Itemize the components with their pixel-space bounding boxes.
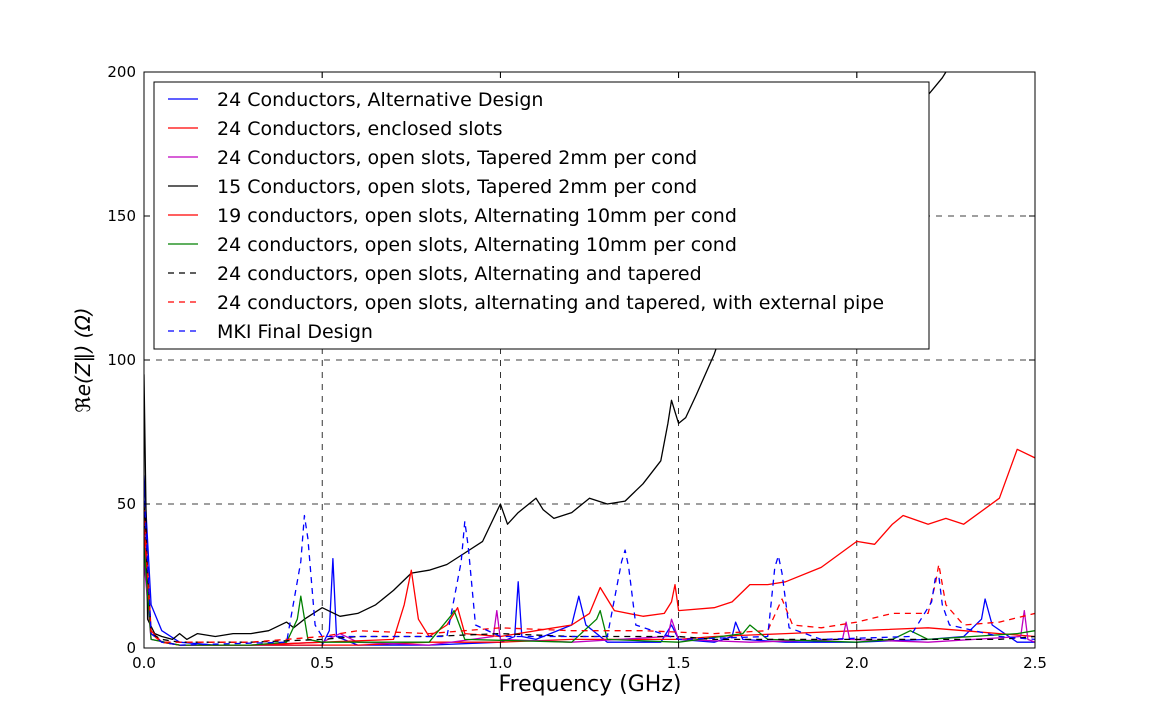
legend-label: 24 Conductors, enclosed slots	[217, 118, 502, 140]
legend-label: 24 conductors, open slots, Alternating a…	[217, 263, 702, 285]
axis-ticks: 0.0 0.5 1.0 1.5 2.0 2.5 0 50 100 150 200	[107, 63, 1047, 672]
legend-label: 24 conductors, open slots, alternating a…	[217, 292, 884, 314]
y-tick-label: 100	[107, 351, 136, 369]
legend-label: 24 Conductors, Alternative Design	[217, 89, 543, 111]
x-tick-label: 1.5	[667, 654, 691, 672]
legend-box	[153, 81, 930, 350]
y-tick-label: 200	[107, 63, 136, 81]
legend-label: 24 Conductors, open slots, Tapered 2mm p…	[217, 147, 697, 169]
legend-label: 19 conductors, open slots, Alternating 1…	[217, 205, 737, 227]
x-axis-label: Frequency (GHz)	[499, 672, 682, 697]
legend-label: MKI Final Design	[217, 321, 373, 343]
series-line-6	[144, 547, 1035, 646]
x-tick-label: 0.5	[310, 654, 334, 672]
y-tick-label: 0	[126, 639, 136, 657]
legend: 24 Conductors, Alternative Design 24 Cond…	[153, 81, 930, 350]
x-tick-label: 2.0	[845, 654, 869, 672]
x-tick-label: 2.5	[1023, 654, 1047, 672]
y-tick-label: 50	[117, 495, 136, 513]
x-tick-label: 0.0	[132, 654, 156, 672]
series-line-5	[144, 448, 1035, 646]
y-axis-label: ℜe(Z∥) (Ω)	[71, 307, 95, 412]
y-tick-label: 150	[107, 207, 136, 225]
legend-label: 15 Conductors, open slots, Tapered 2mm p…	[217, 176, 697, 198]
legend-label: 24 conductors, open slots, Alternating 1…	[217, 234, 737, 256]
x-tick-label: 1.0	[488, 654, 512, 672]
